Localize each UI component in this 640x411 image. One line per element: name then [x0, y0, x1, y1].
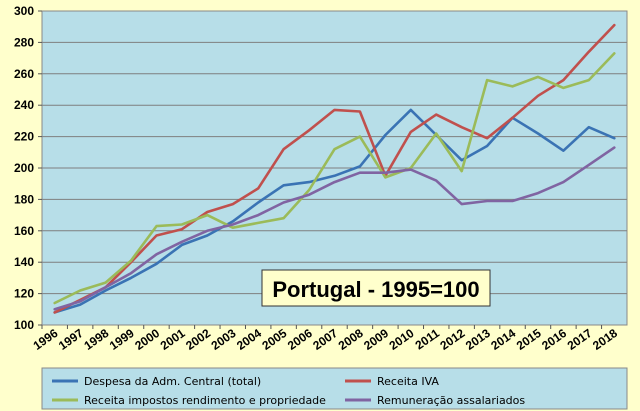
y-tick-label: 180: [14, 192, 34, 206]
x-tick-label: 2000: [132, 326, 162, 353]
x-tick-label: 2014: [488, 326, 518, 353]
y-tick-label: 120: [14, 287, 34, 301]
x-tick-label: 1999: [107, 326, 137, 353]
x-tick-label: 2004: [234, 326, 264, 353]
x-tick-label: 2017: [565, 326, 595, 353]
x-tick-label: 2016: [539, 326, 569, 353]
x-tick-label: 2009: [361, 326, 391, 353]
x-tick-label: 2010: [387, 326, 417, 353]
y-axis: 100 120 140 160 180 200 220 240 260 280 300: [14, 4, 42, 332]
x-tick-label: 1998: [81, 326, 111, 353]
x-tick-label: 2015: [514, 326, 544, 353]
legend-label: Remuneração assalariados: [377, 394, 525, 407]
series-line-2: [53, 23, 616, 314]
series-line-1: [53, 108, 616, 314]
y-tick-label: 220: [14, 130, 34, 144]
y-tick-label: 260: [14, 67, 34, 81]
y-tick-label: 240: [14, 98, 34, 112]
series-line-4: [53, 146, 616, 311]
x-tick-label: 2002: [183, 326, 213, 353]
gridlines: [42, 41, 627, 295]
y-tick-label: 100: [14, 318, 34, 332]
x-tick-label: 2007: [310, 326, 340, 353]
y-tick-label: 300: [14, 4, 34, 18]
x-tick-label: 2008: [336, 326, 366, 353]
series-lines: [53, 23, 616, 314]
x-tick-label: 2006: [285, 326, 315, 353]
legend-label: Receita impostos rendimento e propriedad…: [84, 394, 326, 407]
y-tick-label: 200: [14, 161, 34, 175]
x-tick-label: 2011: [413, 326, 443, 353]
y-tick-label: 160: [14, 224, 34, 238]
legend-label: Despesa da Adm. Central (total): [84, 375, 261, 388]
x-tick-label: 1996: [31, 326, 61, 353]
x-tick-label: 2012: [437, 326, 467, 353]
x-tick-label: 2003: [209, 326, 239, 353]
y-tick-label: 280: [14, 35, 34, 49]
legend: Despesa da Adm. Central (total) Receita I…: [41, 367, 628, 410]
x-tick-label: 2005: [259, 326, 289, 353]
x-tick-label: 1997: [56, 326, 86, 353]
series-line-3: [53, 52, 616, 305]
legend-label: Receita IVA: [377, 375, 439, 388]
x-tick-label: 2013: [463, 326, 493, 353]
chart-title: Portugal - 1995=100: [272, 277, 479, 302]
y-tick-label: 140: [14, 255, 34, 269]
x-tick-label: 2018: [590, 326, 620, 353]
chart-title-box: Portugal - 1995=100: [261, 269, 491, 307]
x-tick-label: 2001: [158, 326, 188, 353]
x-axis: 1996199719981999200020012002200320042005…: [31, 325, 620, 353]
